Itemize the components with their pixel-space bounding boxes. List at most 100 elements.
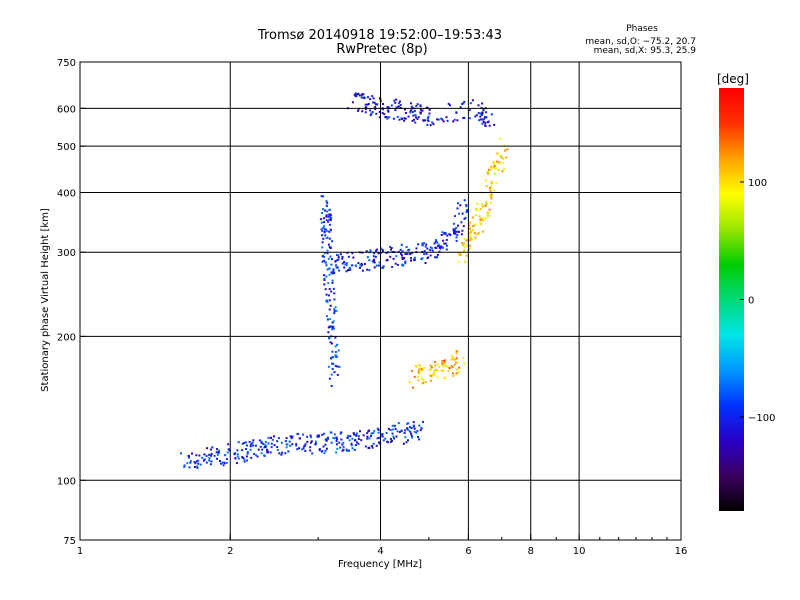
data-point	[366, 256, 369, 259]
data-point	[290, 437, 293, 440]
data-point	[393, 99, 396, 102]
data-point	[490, 197, 493, 200]
data-point	[410, 436, 413, 439]
data-point	[455, 236, 458, 239]
data-point	[503, 167, 506, 170]
data-point	[335, 309, 338, 312]
data-point	[369, 435, 372, 437]
data-point	[298, 447, 301, 450]
data-point	[257, 448, 260, 451]
data-point	[461, 229, 464, 232]
data-point	[354, 92, 357, 95]
data-point	[369, 249, 372, 252]
data-point	[424, 245, 427, 248]
data-point	[321, 212, 323, 214]
data-point	[455, 230, 458, 233]
data-point	[327, 243, 330, 246]
data-point	[468, 244, 471, 247]
data-point	[413, 375, 416, 378]
data-point	[410, 109, 413, 112]
data-point	[415, 116, 417, 119]
data-point	[333, 310, 336, 312]
data-point	[366, 103, 369, 106]
data-point	[493, 163, 496, 166]
data-point	[321, 260, 324, 263]
data-point	[357, 109, 359, 112]
y-tick-label: 200	[57, 332, 76, 343]
data-point	[246, 459, 248, 462]
data-point	[280, 453, 283, 456]
data-point	[459, 106, 462, 109]
data-point	[471, 216, 474, 219]
data-point	[325, 200, 328, 203]
data-point	[189, 461, 192, 464]
data-point	[445, 244, 448, 247]
data-point	[390, 440, 393, 442]
data-point	[426, 247, 429, 250]
data-point	[474, 236, 477, 239]
data-point	[303, 445, 306, 448]
data-point	[302, 433, 304, 436]
data-point	[405, 246, 408, 248]
chart-title: Tromsø 20140918 19:52:00–19:53:43	[257, 28, 502, 43]
data-point	[334, 306, 337, 309]
data-point	[371, 95, 374, 98]
data-point	[323, 252, 326, 255]
data-point	[458, 212, 460, 215]
data-point	[361, 110, 364, 113]
data-point	[490, 113, 493, 116]
data-point	[327, 331, 330, 334]
data-point	[376, 427, 379, 430]
data-point	[323, 255, 326, 258]
data-point	[351, 447, 354, 450]
data-point	[396, 430, 399, 433]
data-point	[443, 377, 446, 380]
data-point	[323, 279, 326, 281]
data-point	[373, 258, 376, 261]
data-point	[462, 356, 465, 359]
data-point	[320, 221, 323, 224]
data-point	[327, 438, 330, 440]
data-point	[404, 429, 407, 432]
data-point	[355, 434, 358, 437]
data-point	[487, 172, 489, 175]
data-point	[198, 454, 201, 457]
data-point	[486, 171, 489, 174]
data-point	[330, 362, 333, 365]
data-point	[437, 118, 440, 121]
data-point	[366, 432, 369, 435]
data-point	[407, 429, 410, 432]
data-point	[266, 448, 269, 451]
data-point	[463, 100, 466, 103]
data-point	[306, 440, 309, 443]
data-point	[484, 217, 487, 219]
data-point	[217, 451, 220, 453]
data-point	[334, 345, 337, 348]
data-point	[480, 219, 483, 221]
data-point	[456, 207, 459, 210]
data-point	[325, 204, 328, 207]
data-point	[345, 264, 348, 267]
data-point	[421, 242, 424, 245]
data-point	[331, 350, 334, 353]
x-tick-label: 1	[77, 546, 83, 557]
data-point	[262, 442, 265, 445]
data-point	[267, 442, 270, 445]
data-point	[455, 357, 458, 360]
data-point	[332, 437, 335, 439]
data-point	[203, 453, 206, 456]
data-point	[329, 208, 331, 211]
data-point	[301, 448, 304, 451]
data-point	[413, 430, 416, 433]
data-point	[339, 253, 342, 256]
data-point	[480, 217, 483, 220]
data-point	[460, 233, 463, 236]
data-point	[478, 119, 481, 122]
data-point	[493, 189, 496, 192]
data-point	[455, 368, 458, 371]
data-point	[322, 208, 324, 211]
data-point	[431, 121, 434, 124]
data-point	[186, 462, 189, 465]
data-point	[316, 434, 319, 437]
data-point	[473, 232, 476, 235]
